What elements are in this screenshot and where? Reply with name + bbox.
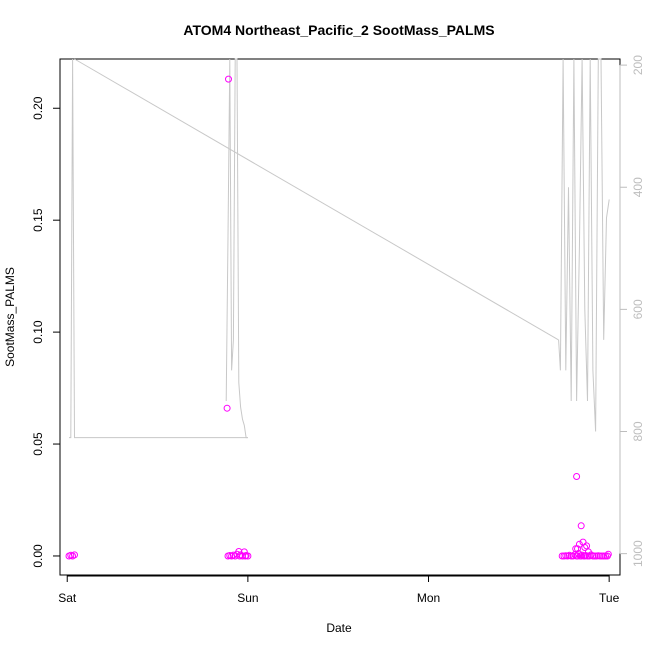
data-point (584, 548, 592, 556)
x-axis: Sat Sun Mon Tue (58, 575, 620, 605)
data-point (569, 552, 577, 560)
chart-title: ATOM4 Northeast_Pacific_2 SootMass_PALMS (183, 22, 494, 38)
point-layer (65, 75, 612, 560)
series-line-4 (558, 58, 610, 432)
data-point (585, 552, 593, 560)
data-point (244, 552, 252, 560)
series-line-2 (225, 58, 248, 439)
x-tick-label: Sun (237, 591, 258, 605)
data-point (574, 545, 581, 553)
right-y-tick-label: 800 (631, 421, 645, 441)
data-point (225, 75, 232, 83)
x-tick-label: Tue (599, 591, 620, 605)
line-layer (69, 58, 610, 439)
data-point (577, 522, 585, 530)
data-point (604, 550, 612, 558)
right-y-tick-label: 1000 (631, 540, 645, 567)
right-y-tick-label: 600 (631, 299, 645, 319)
data-point (581, 544, 589, 551)
y-tick-label: 0.05 (31, 432, 45, 456)
data-point (575, 540, 583, 548)
right-y-tick-label: 200 (631, 55, 645, 75)
data-point (240, 548, 248, 556)
y-tick-label: 0.00 (31, 544, 45, 568)
series-line-1 (69, 58, 248, 439)
y-tick-label: 0.10 (31, 320, 45, 344)
plot-frame (59, 58, 621, 576)
data-point (71, 551, 78, 559)
data-point (573, 473, 581, 480)
y-axis-right: 200 400 600 800 1000 (619, 55, 645, 567)
x-axis-label: Date (326, 621, 352, 635)
y-axis-label: SootMass_PALMS (3, 267, 17, 367)
x-tick-label: Sat (58, 591, 77, 605)
data-point (583, 542, 591, 550)
data-point (223, 404, 231, 412)
y-tick-label: 0.15 (31, 208, 45, 232)
right-y-tick-label: 400 (631, 177, 645, 197)
series-line-3 (74, 58, 559, 341)
y-tick-label: 0.20 (31, 96, 45, 120)
data-point (239, 552, 246, 560)
y-axis-left: 0.00 0.05 0.10 0.15 0.20 (31, 96, 61, 568)
x-tick-label: Mon (417, 591, 440, 605)
